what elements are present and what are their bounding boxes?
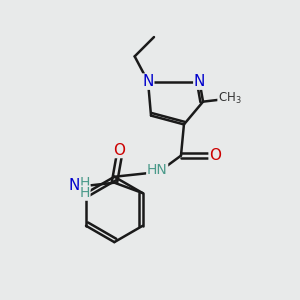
Text: HN: HN [147,164,168,178]
Text: N: N [142,74,154,89]
Text: N: N [194,74,205,89]
Text: H: H [80,176,90,190]
Text: CH$_3$: CH$_3$ [218,91,242,106]
Text: H: H [80,186,90,200]
Text: N: N [69,178,80,193]
Text: O: O [113,142,125,158]
Text: O: O [209,148,221,163]
